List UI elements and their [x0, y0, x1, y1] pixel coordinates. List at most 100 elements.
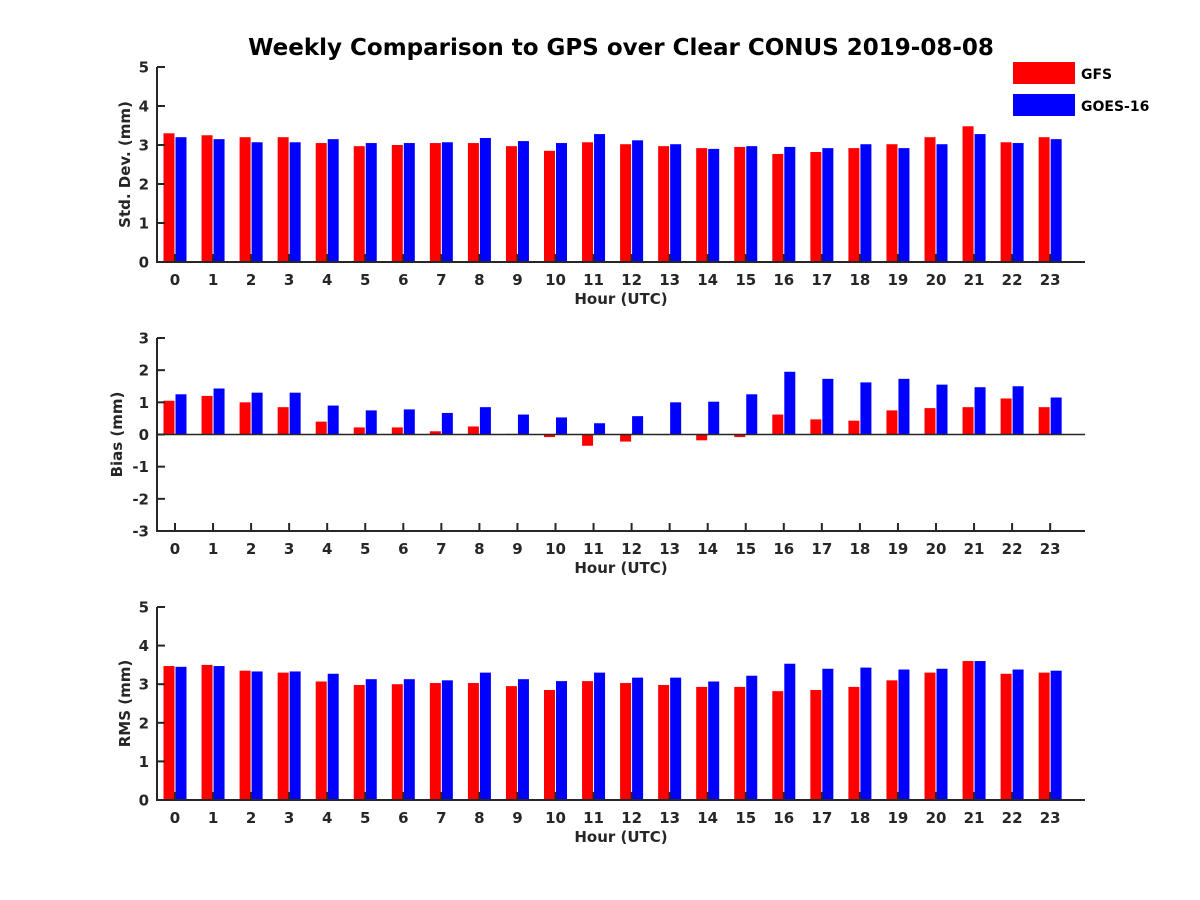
y-tick-label: -2 [132, 490, 149, 508]
bar-goes16-hour-9 [517, 679, 529, 800]
legend: GFS GOES-16 [1013, 62, 1149, 116]
y-tick-label: 3 [139, 137, 149, 155]
y-tick-label: 4 [139, 637, 149, 655]
x-tick-label: 5 [360, 809, 370, 827]
bar-goes16-hour-10 [556, 143, 567, 262]
x-tick-label: 7 [436, 809, 446, 827]
x-tick-label: 22 [1002, 540, 1023, 558]
bar-gfs-hour-16 [772, 691, 784, 800]
bar-gfs-hour-0 [163, 133, 175, 262]
x-tick-label: 13 [659, 809, 680, 827]
bar-gfs-hour-14 [696, 434, 708, 441]
x-tick-label: 6 [398, 271, 408, 289]
bar-goes16-hour-20 [936, 144, 948, 262]
bar-goes16-hour-3 [289, 142, 301, 262]
y-tick-label: 3 [139, 676, 149, 694]
bar-goes16-hour-4 [327, 673, 339, 800]
bar-goes16-hour-19 [898, 669, 910, 800]
x-tick-label: 5 [360, 271, 370, 289]
x-tick-label: 20 [926, 809, 947, 827]
x-tick-label: 0 [170, 271, 180, 289]
bar-goes16-hour-14 [708, 148, 720, 262]
bar-goes16-hour-11 [594, 423, 606, 435]
bar-goes16-hour-7 [441, 412, 453, 435]
x-tick-label: 21 [964, 809, 985, 827]
bar-gfs-hour-3 [277, 137, 289, 262]
bar-goes16-hour-8 [479, 407, 491, 435]
bar-gfs-hour-1 [201, 135, 213, 262]
bar-gfs-hour-6 [391, 145, 403, 262]
bar-goes16-hour-10 [556, 681, 567, 800]
bar-gfs-hour-21 [962, 661, 974, 800]
bar-goes16-hour-0 [175, 394, 187, 435]
bar-goes16-hour-13 [670, 144, 682, 262]
legend-swatch-goes16 [1013, 94, 1075, 116]
bar-goes16-hour-19 [898, 378, 910, 435]
x-tick-label: 22 [1002, 271, 1023, 289]
bar-goes16-hour-23 [1050, 397, 1062, 435]
x-tick-label: 11 [583, 540, 604, 558]
bar-gfs-hour-11 [582, 434, 594, 446]
bar-gfs-hour-7 [429, 683, 441, 800]
bar-goes16-hour-19 [898, 148, 910, 262]
bar-goes16-hour-16 [784, 663, 796, 800]
bar-gfs-hour-12 [620, 683, 632, 800]
x-tick-label: 18 [849, 540, 870, 558]
bar-goes16-hour-18 [860, 667, 872, 800]
x-axis-label: Hour (UTC) [574, 290, 667, 308]
bar-gfs-hour-11 [582, 681, 594, 800]
x-tick-label: 8 [474, 809, 484, 827]
bar-gfs-hour-23 [1038, 137, 1050, 262]
bar-gfs-hour-4 [315, 143, 327, 262]
bar-goes16-hour-17 [822, 148, 834, 262]
x-tick-label: 23 [1040, 540, 1061, 558]
x-tick-label: 16 [773, 540, 794, 558]
bar-goes16-hour-23 [1050, 139, 1062, 262]
x-tick-label: 0 [170, 540, 180, 558]
bar-goes16-hour-3 [289, 392, 301, 435]
bar-goes16-hour-16 [784, 371, 796, 435]
bar-goes16-hour-13 [670, 402, 682, 435]
bar-gfs-hour-7 [429, 143, 441, 262]
y-tick-label: 3 [139, 330, 149, 348]
bar-gfs-hour-19 [886, 144, 898, 262]
x-axis-label: Hour (UTC) [574, 559, 667, 577]
bar-goes16-hour-13 [670, 677, 682, 800]
legend-label-goes16: GOES-16 [1081, 99, 1149, 115]
x-tick-label: 2 [246, 809, 256, 827]
bar-gfs-hour-17 [810, 419, 822, 435]
y-axis-label: Bias (mm) [108, 392, 126, 478]
bar-gfs-hour-17 [810, 152, 822, 262]
x-tick-label: 8 [474, 540, 484, 558]
x-tick-label: 13 [659, 540, 680, 558]
bar-gfs-hour-2 [239, 670, 251, 800]
bar-goes16-hour-1 [213, 139, 225, 262]
bar-gfs-hour-21 [962, 407, 974, 435]
bar-goes16-hour-6 [403, 679, 415, 800]
bar-goes16-hour-0 [175, 137, 187, 262]
bar-goes16-hour-23 [1050, 670, 1062, 800]
bar-gfs-hour-4 [315, 421, 327, 435]
x-tick-label: 7 [436, 540, 446, 558]
x-tick-label: 14 [697, 809, 718, 827]
bar-gfs-hour-5 [353, 427, 365, 435]
bar-goes16-hour-7 [441, 142, 453, 262]
x-tick-label: 2 [246, 540, 256, 558]
bar-goes16-hour-18 [860, 144, 872, 262]
bar-gfs-hour-20 [924, 408, 936, 435]
bar-gfs-hour-2 [239, 402, 251, 435]
bar-gfs-hour-17 [810, 689, 822, 800]
bar-goes16-hour-5 [365, 679, 377, 800]
legend-label-gfs: GFS [1081, 67, 1112, 83]
bar-goes16-hour-15 [746, 394, 758, 435]
x-tick-label: 7 [436, 271, 446, 289]
x-tick-label: 20 [926, 540, 947, 558]
x-tick-label: 4 [322, 809, 332, 827]
x-tick-label: 1 [208, 271, 218, 289]
bar-gfs-hour-8 [467, 683, 479, 800]
bar-gfs-hour-9 [505, 146, 517, 262]
x-tick-label: 17 [811, 540, 832, 558]
